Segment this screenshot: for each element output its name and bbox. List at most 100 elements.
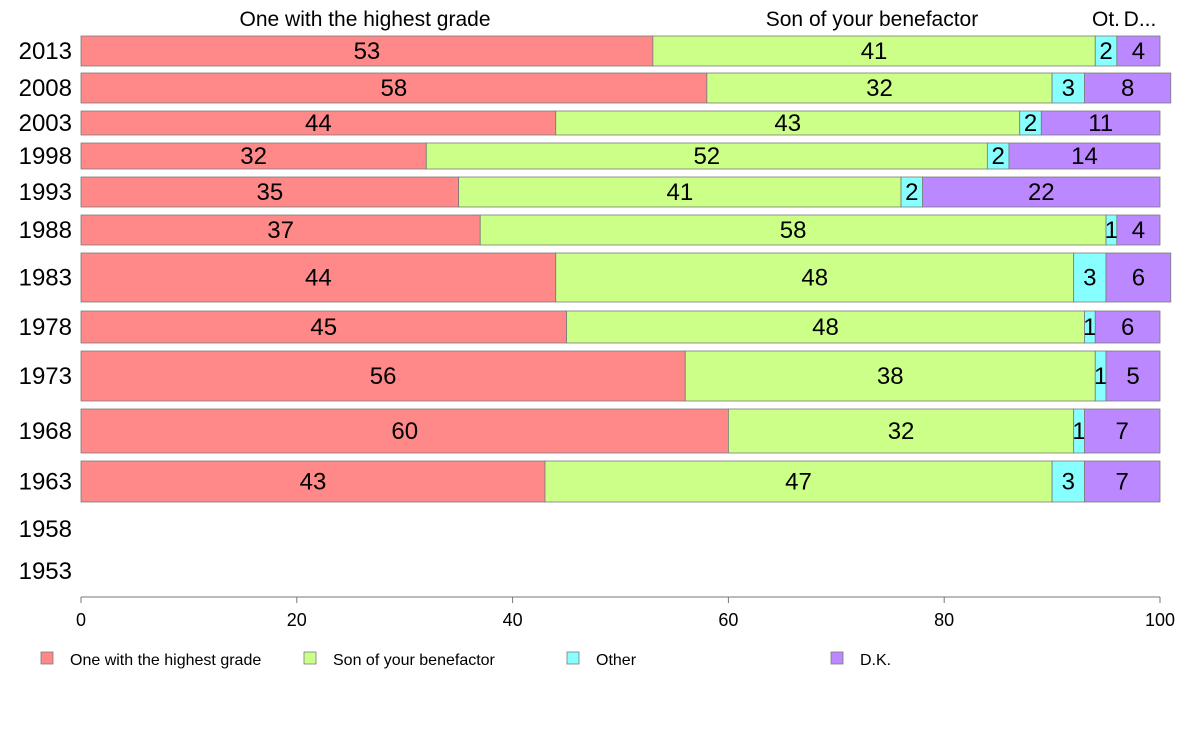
legend-swatch	[566, 651, 580, 665]
bar-segment	[706, 72, 1053, 104]
x-tick-label: 40	[503, 610, 523, 630]
bar-value-label: 48	[801, 265, 828, 292]
bar-value-label: 6	[1132, 265, 1145, 292]
year-label: 1978	[19, 314, 72, 341]
bar-value-label: 6	[1121, 314, 1134, 341]
bar-value-label: 2	[905, 179, 918, 206]
bar-segment	[1040, 110, 1161, 136]
bar-value-label: 3	[1083, 265, 1096, 292]
bar-value-label: 1	[1094, 363, 1107, 390]
bar-segment	[922, 176, 1161, 208]
year-label: 1998	[19, 143, 72, 170]
bar-segment	[684, 350, 1096, 402]
bar-value-label: 2	[1024, 110, 1037, 137]
bar-segment	[1105, 350, 1161, 402]
bar-value-label: 60	[391, 418, 418, 445]
year-label: 1968	[19, 418, 72, 445]
bar-value-label: 14	[1071, 143, 1098, 170]
bar-value-label: 32	[240, 143, 267, 170]
year-label: 1983	[19, 265, 72, 292]
bar-value-label: 3	[1062, 75, 1075, 102]
bar-value-label: 22	[1028, 179, 1055, 206]
bar-segment	[80, 408, 729, 454]
bar-segment	[80, 35, 654, 67]
bar-value-label: 47	[785, 469, 812, 496]
bar-value-label: 53	[354, 38, 381, 65]
year-label: 1973	[19, 363, 72, 390]
bar-segment	[566, 310, 1085, 344]
bar-segment	[652, 35, 1096, 67]
legend-swatch	[303, 651, 317, 665]
bar-value-label: 5	[1126, 363, 1139, 390]
year-label: 1988	[19, 217, 72, 244]
bar-value-label: 2	[991, 143, 1004, 170]
legend: One with the highest grade Son of your be…	[40, 651, 891, 669]
bar-segment	[1094, 310, 1161, 344]
bar-value-label: 43	[774, 110, 801, 137]
bar-value-label: 4	[1132, 217, 1145, 244]
bar-segment	[80, 310, 567, 344]
year-label: 2008	[19, 75, 72, 102]
bar-value-label: 32	[888, 418, 915, 445]
bar-segment	[1084, 72, 1172, 104]
bar-value-label: 4	[1132, 38, 1145, 65]
bar-segment	[80, 142, 427, 170]
bar-segment	[80, 72, 708, 104]
bar-value-label: 41	[666, 179, 693, 206]
bar-segment	[728, 408, 1075, 454]
bar-value-label: 48	[812, 314, 839, 341]
bar-value-label: 7	[1116, 418, 1129, 445]
bar-value-label: 41	[861, 38, 888, 65]
column-header: D...	[1124, 8, 1157, 31]
x-axis: 0 20 40 60 80 100	[76, 596, 1175, 630]
bar-segment	[479, 214, 1107, 246]
legend-swatch	[830, 651, 844, 665]
bar-value-label: 43	[300, 469, 327, 496]
x-tick-label: 80	[934, 610, 954, 630]
column-headers: One with the highest grade Son of your b…	[240, 8, 1157, 31]
bar-segment	[80, 110, 557, 136]
year-label: 2013	[19, 38, 72, 65]
bar-value-label: 37	[267, 217, 294, 244]
bar-segment	[1051, 72, 1085, 104]
bar-segment	[1084, 460, 1161, 503]
bar-value-label: 44	[305, 265, 332, 292]
x-tick-label: 0	[76, 610, 86, 630]
bar-value-label: 45	[310, 314, 337, 341]
legend-swatch	[40, 651, 54, 665]
legend-label: D.K.	[860, 652, 891, 669]
bar-value-label: 35	[256, 179, 283, 206]
bar-value-label: 52	[693, 143, 720, 170]
bar-segment	[555, 110, 1021, 136]
legend-label: Son of your benefactor	[333, 652, 496, 669]
bar-value-label: 8	[1121, 75, 1134, 102]
bar-value-label: 1	[1105, 217, 1118, 244]
column-header: One with the highest grade	[240, 8, 491, 31]
year-labels: 2013 2008 2003 1998 1993 1988 1983 1978 1973 1968…	[19, 38, 72, 585]
bar-segment	[1084, 408, 1161, 454]
bar-value-label: 2	[1099, 38, 1112, 65]
bar-segment	[80, 252, 557, 303]
bar-value-label: 7	[1116, 469, 1129, 496]
legend-label: One with the highest grade	[70, 652, 261, 669]
year-label: 1958	[19, 516, 72, 543]
bar-value-label: 1	[1072, 418, 1085, 445]
x-tick-label: 100	[1145, 610, 1175, 630]
bar-segment	[1051, 460, 1085, 503]
bar-value-label: 32	[866, 75, 893, 102]
bar-segment	[1116, 214, 1161, 246]
bar-segment	[80, 460, 546, 503]
bar-value-label: 1	[1083, 314, 1096, 341]
bar-segment	[80, 176, 460, 208]
bar-value-label: 11	[1088, 110, 1113, 137]
bar-segment	[1116, 35, 1161, 67]
bar-value-label: 38	[877, 363, 904, 390]
column-header: Ot.	[1092, 8, 1120, 31]
bar-segment	[458, 176, 902, 208]
bar-segment	[544, 460, 1053, 503]
year-label: 1963	[19, 469, 72, 496]
bar-value-label: 58	[780, 217, 807, 244]
legend-label: Other	[596, 652, 637, 669]
year-label: 2003	[19, 110, 72, 137]
